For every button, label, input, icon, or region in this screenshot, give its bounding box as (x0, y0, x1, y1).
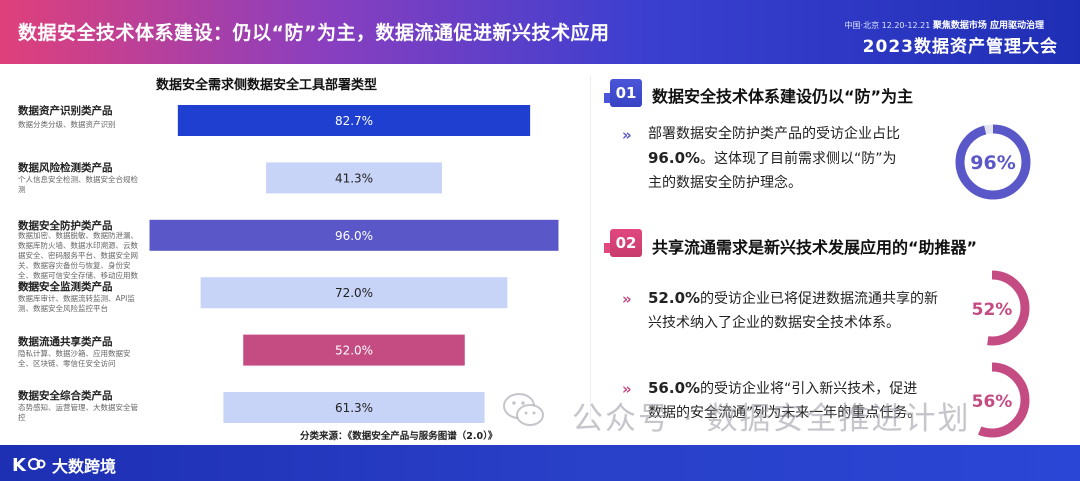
event-slogan: 聚焦数据市场 应用驱动治理 (932, 21, 1044, 31)
donut-chart-96: 96% (955, 124, 1031, 200)
event-title: 2023数据资产管理大会 (862, 37, 1058, 57)
donut-arc (955, 124, 1031, 200)
category-label: 数据风险检测类产品 (18, 162, 113, 174)
category-label: 数据安全综合类产品 (18, 390, 113, 402)
category-label: 数据资产识别类产品 (18, 105, 113, 117)
category-label: 数据安全监测类产品 (18, 281, 113, 293)
watermark-text: 公众号 · 数据安全推进计划 (572, 401, 971, 437)
bar (223, 392, 485, 423)
bar-value-label: 41.3% (335, 171, 373, 185)
body-line: 96.0%。这体现了目前需求侧以“防”为 (648, 146, 948, 171)
section-body: 52.0%的受访企业已将促进数据流通共享的新 兴技术纳入了企业的数据安全技术体系… (648, 286, 968, 335)
body-line: 数据的安全流通”列为未来一年的重点任务。 (648, 401, 968, 425)
section-number-badge: 01 (604, 79, 642, 107)
category-description: 数据分类分级、数据资产识别 (18, 120, 116, 129)
body-text: 。这体现了目前需求侧以“防”为 (700, 151, 897, 167)
highlight-value: 96.0% (648, 149, 701, 167)
category-description: 个人信息安全检测、数据安全合规检测 (18, 175, 138, 194)
bar-value-label: 61.3% (335, 401, 373, 415)
category-description: 态势感知、运营管理、大数据安全管控 (18, 403, 138, 422)
bar (243, 334, 465, 366)
wechat-icon (503, 393, 544, 426)
body-text: 数据的安全流通”列为未来一年的重点任务。 (648, 405, 922, 421)
body-text: 主的数据安全防护理念。 (648, 175, 802, 191)
category-label: 数据流通共享类产品 (18, 336, 113, 348)
donut-arc (954, 362, 1030, 438)
body-text: 的受访企业已将促进数据流通共享的新 (700, 291, 939, 307)
body-text: 的受访企业将“引入新兴技术，促进 (700, 381, 918, 397)
section-body: 部署数据安全防护类产品的受访企业占比 96.0%。这体现了目前需求侧以“防”为 … (648, 122, 948, 195)
bar-value-label: 96.0% (335, 229, 373, 243)
section-number-badge: 02 (604, 229, 642, 257)
category-description: 隐私计算、数据沙箱、应用数据安全、区块链、零信任安全访问 (18, 349, 131, 368)
event-date: 中国·北京 12.20-12.21 (844, 21, 931, 30)
donut-chart-56: 56% (954, 362, 1030, 438)
svg-text:K: K (12, 455, 27, 475)
body-line: 56.0%的受访企业将“引入新兴技术，促进 (648, 376, 968, 401)
section-title: 数据安全技术体系建设仍以“防”为主 (652, 87, 914, 106)
header-banner: 数据安全技术体系建设：仍以“防”为主，数据流通促进新兴技术应用 中国·北京 12… (0, 0, 1080, 64)
bar (177, 105, 531, 136)
donut-arc (954, 270, 1030, 346)
chevron-icon: » (622, 126, 632, 144)
bar-value-label: 52.0% (335, 344, 373, 358)
donut-chart-52: 52% (954, 270, 1030, 346)
category-label: 数据安全防护类产品 (18, 220, 113, 232)
page-title: 数据安全技术体系建设：仍以“防”为主，数据流通促进新兴技术应用 (18, 22, 610, 44)
highlight-value: 52.0% (648, 289, 701, 307)
bar-value-label: 82.7% (335, 114, 373, 128)
highlight-value: 56.0% (648, 379, 701, 397)
section-body: 56.0%的受访企业将“引入新兴技术，促进 数据的安全流通”列为未来一年的重点任… (648, 376, 968, 425)
body-line: 兴技术纳入了企业的数据安全技术体系。 (648, 311, 968, 335)
category-description: 数据库审计、数据流转监测、API监测、数据安全风险监控平台 (18, 294, 135, 313)
brand-logo-icon: K (12, 455, 46, 475)
chevron-icon: » (622, 290, 632, 308)
bar (149, 219, 559, 251)
bar (200, 277, 508, 309)
footer-bar: K 大数跨境 (0, 445, 1080, 481)
body-line: 部署数据安全防护类产品的受访企业占比 (648, 122, 948, 146)
chart-title: 数据安全需求侧数据安全工具部署类型 (156, 78, 378, 93)
body-line: 52.0%的受访企业已将促进数据流通共享的新 (648, 286, 968, 311)
funnel-bar-chart: 82.7% 41.3% 96.0% 72.0% 52.0% 61.3% (149, 105, 559, 423)
bar-value-label: 72.0% (335, 286, 373, 300)
body-text: 兴技术纳入了企业的数据安全技术体系。 (648, 315, 900, 331)
chart-source: 分类来源：《数据安全产品与服务图谱（2.0）》 (300, 431, 498, 442)
divider (590, 75, 591, 420)
event-subtitle: 中国·北京 12.20-12.21 聚焦数据市场 应用驱动治理 (845, 18, 1044, 31)
chevron-icon: » (622, 380, 632, 398)
donut-label: 56% (972, 392, 1013, 412)
body-line: 主的数据安全防护理念。 (648, 171, 948, 195)
donut-label: 52% (972, 300, 1013, 320)
donut-label: 96% (970, 152, 1015, 174)
brand-name: 大数跨境 (52, 457, 117, 476)
body-text: 部署数据安全防护类产品的受访企业占比 (648, 126, 900, 142)
bar (266, 162, 442, 194)
category-description: 数据加密、数据脱敏、数据防泄漏、数据库防火墙、数据水印溯源、云数据安全、密码服务… (18, 231, 138, 290)
section-title: 共享流通需求是新兴技术发展应用的“助推器” (652, 238, 978, 257)
